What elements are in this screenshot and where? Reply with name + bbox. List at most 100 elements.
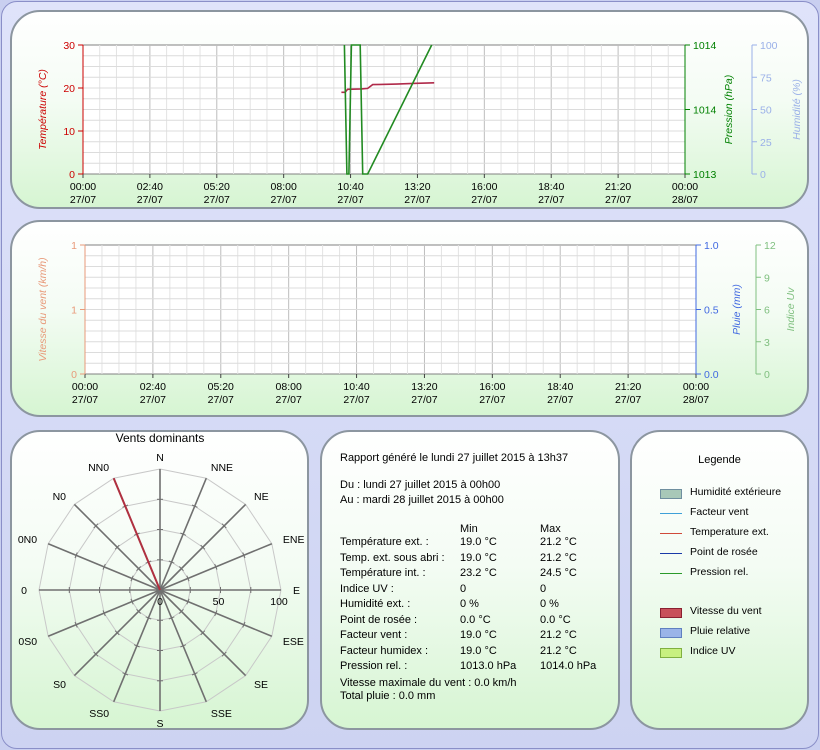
x-tick-label-time: 18:40 xyxy=(538,181,564,193)
rose-spoke-tick xyxy=(191,504,198,508)
x-tick-label-date: 27/07 xyxy=(276,394,302,406)
legend-label: Pression rel. xyxy=(690,566,749,578)
right-axis-2-tick-label: 0 xyxy=(764,369,770,381)
x-tick-label-time: 00:00 xyxy=(70,181,96,193)
legend-line xyxy=(660,513,682,514)
legend-item: Temperature ext. xyxy=(660,526,820,540)
x-tick-label-date: 27/07 xyxy=(479,394,505,406)
x-tick-label-date: 27/07 xyxy=(204,194,230,206)
rose-spoke-tick xyxy=(136,608,142,614)
rose-direction-label: NN0 xyxy=(88,462,109,474)
legend-label: Pluie relative xyxy=(690,625,751,637)
x-tick-label-date: 27/07 xyxy=(137,194,163,206)
legend-title: Legende xyxy=(698,454,741,466)
right-axis-2-tick-label: 3 xyxy=(764,337,770,349)
legend-label: Point de rosée xyxy=(690,546,758,558)
right-axis-2-title: Humidité (%) xyxy=(791,79,803,140)
series-line-pressure xyxy=(343,44,433,175)
left-axis-tick-label: 0 xyxy=(69,169,75,181)
right-axis-tick-label: 1013 xyxy=(693,169,717,181)
right-axis-2-tick-label: 100 xyxy=(760,40,778,52)
report-row-max: 24.5 °C xyxy=(540,567,577,579)
report-row-max: 21.2 °C xyxy=(540,644,577,657)
x-tick-label-time: 02:40 xyxy=(137,181,163,193)
report-to: Au : mardi 28 juillet 2015 à 00h00 xyxy=(340,494,504,506)
rose-spoke-tick xyxy=(178,608,184,614)
rose-direction-label: N xyxy=(156,452,164,464)
right-axis-2-tick-label: 6 xyxy=(764,305,770,317)
legend-item: Vitesse du vent xyxy=(660,605,820,619)
right-axis-2-tick-label: 9 xyxy=(764,272,770,284)
rose-spoke-tick xyxy=(180,532,187,536)
x-tick-label-time: 05:20 xyxy=(204,181,230,193)
report-row-max: 0 xyxy=(540,582,547,595)
x-tick-label-date: 27/07 xyxy=(538,194,564,206)
left-axis-tick-label: 0 xyxy=(71,369,77,381)
rose-spoke-tick xyxy=(74,552,78,559)
wind-rose-chart: Vents dominants N NNE NE ENE E ESE SE SSE S SS0 S0 0… xyxy=(18,431,305,730)
x-tick-label-date: 27/07 xyxy=(343,394,369,406)
legend-label: Facteur vent xyxy=(690,506,749,518)
x-tick-label-time: 18:40 xyxy=(547,381,573,393)
rose-spoke-tick xyxy=(180,644,187,648)
legend-label: Temperature ext. xyxy=(690,526,769,538)
rose-direction-label: ENE xyxy=(283,534,305,546)
rose-radial-tick-label: 0 xyxy=(157,596,163,608)
report-row-min: 19.0 °C xyxy=(460,644,497,657)
report-row-min: 0 xyxy=(460,582,467,595)
right-axis-2-tick-label: 25 xyxy=(760,137,772,149)
report-from: Du : lundi 27 juillet 2015 à 00h00 xyxy=(340,479,501,491)
x-tick-label-date: 27/07 xyxy=(404,194,430,206)
legend-line xyxy=(660,553,682,554)
legend-swatch xyxy=(660,489,682,499)
legend-item: Facteur vent xyxy=(660,506,820,520)
report-row-label: Facteur vent : xyxy=(340,629,408,641)
x-tick-label-date: 27/07 xyxy=(208,394,234,406)
rose-direction-label: SS0 xyxy=(89,708,109,720)
right-axis-2-tick-label: 75 xyxy=(760,72,772,84)
left-axis-tick-label: 10 xyxy=(63,126,75,138)
right-axis-2-tick-label: 0 xyxy=(760,169,766,181)
report-row-label: Temp. ext. sous abri : xyxy=(340,551,445,564)
right-axis-2-tick-label: 50 xyxy=(760,105,772,117)
left-axis-title: Température (°C) xyxy=(37,69,49,150)
left-axis-title: Vitesse du vent (km/h) xyxy=(37,257,49,361)
rose-spoke-tick xyxy=(200,630,206,636)
rose-spoke-tick xyxy=(114,544,120,550)
report-row-max: 21.2 °C xyxy=(540,551,577,564)
report-row-max: 0.0 °C xyxy=(540,613,571,626)
x-tick-label-date: 27/07 xyxy=(72,394,98,406)
left-axis-tick-label: 30 xyxy=(63,40,75,52)
rose-spoke-tick xyxy=(122,672,129,676)
rose-direction-label: 0 xyxy=(21,585,27,597)
rose-spoke-tick xyxy=(145,616,152,620)
report-col-min: Min xyxy=(460,523,478,535)
rose-direction-label: NE xyxy=(254,491,269,503)
report-row-max: 0 % xyxy=(540,598,559,610)
report-row-min: 19.0 °C xyxy=(460,551,497,564)
legend-label: Indice UV xyxy=(690,645,736,657)
x-tick-label-date: 27/07 xyxy=(605,194,631,206)
rose-spoke-tick xyxy=(130,575,134,582)
rose-spoke-tick xyxy=(168,560,175,564)
x-tick-label-time: 10:40 xyxy=(337,181,363,193)
rose-spoke-tick xyxy=(191,672,198,676)
rose-direction-label: 0S0 xyxy=(18,636,37,648)
rose-spoke-tick xyxy=(186,598,190,605)
legend-panel: Legende Humidité extérieure Facteur vent T… xyxy=(630,430,809,730)
report-row-label: Indice UV : xyxy=(340,582,394,595)
report-row-max: 21.2 °C xyxy=(540,536,577,548)
x-tick-label-time: 16:00 xyxy=(471,181,497,193)
legend-item: Pression rel. xyxy=(660,566,820,580)
x-tick-label-time: 10:40 xyxy=(343,381,369,393)
report-total-rain: Total pluie : 0.0 mm xyxy=(340,690,436,702)
wind-rose-panel: Vents dominants N NNE NE ENE E ESE SE SSE S SS0 S0 0… xyxy=(10,430,309,730)
right-axis-title: Pluie (mm) xyxy=(731,284,743,335)
rose-direction-label: 0N0 xyxy=(18,534,37,546)
report-row-min: 19.0 °C xyxy=(460,629,497,641)
right-axis-tick-label: 0.5 xyxy=(704,305,719,317)
report-generated: Rapport généré le lundi 27 juillet 2015 … xyxy=(340,452,569,464)
rose-radial-tick-label: 50 xyxy=(213,596,225,608)
rose-spoke-tick xyxy=(130,598,134,605)
wind-rain-panel: 00:00 27/07 02:40 27/07 05:20 27/07 08:00 27/07… xyxy=(10,220,809,417)
